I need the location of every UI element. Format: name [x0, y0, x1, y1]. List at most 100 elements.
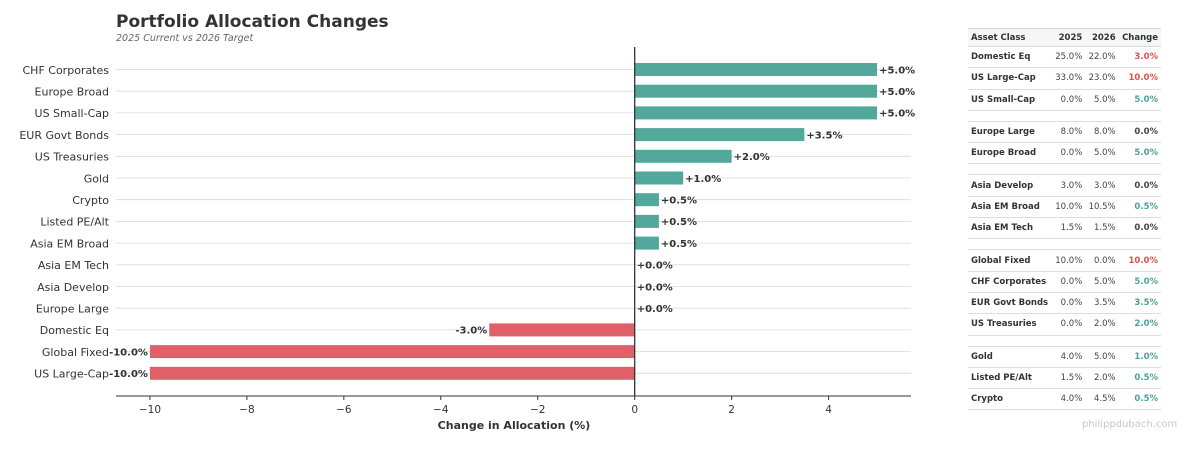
asset-cell: Asia EM Broad [968, 196, 1052, 219]
bar [489, 323, 635, 337]
x-tick-label: −6 [336, 404, 352, 416]
change-cell: 3.0% [1118, 46, 1161, 69]
allocation-table: Asset Class 2025 2026 Change Domestic Eq… [968, 28, 1161, 411]
value-2025-cell: 0.0% [1051, 89, 1086, 111]
watermark: philippdubach.com [1082, 419, 1178, 430]
table-header-row: Asset Class 2025 2026 Change [968, 28, 1161, 47]
change-cell: 10.0% [1118, 67, 1161, 90]
change-cell: 5.0% [1118, 142, 1161, 165]
value-2026-cell: 5.0% [1085, 346, 1119, 368]
value-2025-cell: 0.0% [1051, 271, 1086, 293]
data-label: +3.5% [806, 130, 842, 141]
data-labels: CHF Corporates +5.0% Europe Broad +5.0% US S… [19, 64, 915, 381]
bar [634, 84, 878, 98]
bar [634, 193, 659, 207]
asset-cell: Listed PE/Alt [968, 367, 1052, 390]
axes: −10 −8 −6 −4 −2 0 2 4 [116, 47, 911, 416]
group-separator [968, 163, 1161, 176]
asset-cell: CHF Corporates [968, 271, 1052, 293]
group-separator [968, 238, 1161, 251]
category-label: Gold [84, 172, 109, 185]
value-2026-cell: 1.5% [1085, 217, 1119, 240]
value-2025-cell: 1.5% [1051, 217, 1086, 240]
x-tick-label: −2 [530, 404, 545, 416]
chart-subtitle: 2025 Current vs 2026 Target [116, 33, 254, 44]
data-label: +5.0% [879, 65, 915, 76]
category-label: Asia EM Broad [30, 237, 109, 250]
change-cell: 0.0% [1118, 217, 1161, 240]
table-row: Gold 4.0% 5.0% 1.0% [968, 346, 1161, 368]
category-label: Asia Develop [37, 281, 109, 294]
data-label: +0.5% [661, 217, 697, 228]
asset-cell: Crypto [968, 388, 1052, 411]
bar [149, 345, 635, 359]
table-row: Global Fixed 10.0% 0.0% 10.0% [968, 249, 1161, 272]
table-row: US Large-Cap 33.0% 23.0% 10.0% [968, 67, 1161, 90]
bar [634, 106, 878, 120]
asset-cell: Global Fixed [968, 249, 1052, 272]
category-label: Domestic Eq [40, 324, 109, 337]
bar [634, 236, 659, 250]
asset-cell: Europe Large [968, 121, 1052, 144]
value-2025-cell: 3.0% [1051, 174, 1086, 197]
bars [149, 63, 878, 380]
bar [149, 366, 635, 380]
category-label: US Large-Cap [34, 368, 109, 381]
header-2026: 2026 [1085, 28, 1119, 47]
category-label: CHF Corporates [23, 64, 110, 77]
x-tick-label: 2 [728, 404, 735, 416]
asset-cell: US Small-Cap [968, 89, 1052, 111]
value-2025-cell: 8.0% [1051, 121, 1086, 144]
value-2026-cell: 23.0% [1085, 67, 1119, 90]
change-cell: 1.0% [1118, 346, 1161, 368]
value-2025-cell: 0.0% [1051, 313, 1086, 336]
category-label: EUR Govt Bonds [19, 129, 109, 142]
category-label: Crypto [72, 194, 109, 207]
category-label: US Small-Cap [35, 107, 109, 120]
data-label: +5.0% [879, 87, 915, 98]
data-label: +0.0% [637, 304, 673, 315]
header-asset-class: Asset Class [968, 28, 1052, 47]
category-label: Europe Broad [35, 86, 109, 99]
value-2025-cell: 0.0% [1051, 142, 1086, 165]
asset-cell: US Large-Cap [968, 67, 1052, 90]
bar [634, 63, 878, 76]
data-label: +0.0% [637, 282, 673, 293]
category-label: Global Fixed [42, 346, 109, 359]
bar [634, 214, 659, 228]
value-2026-cell: 2.0% [1085, 367, 1119, 390]
table-row: Europe Broad 0.0% 5.0% 5.0% [968, 142, 1161, 165]
data-label: -10.0% [109, 369, 148, 380]
chart-title: Portfolio Allocation Changes [116, 12, 389, 32]
value-2025-cell: 10.0% [1051, 196, 1086, 219]
table-row: US Treasuries 0.0% 2.0% 2.0% [968, 313, 1161, 336]
table-row: Crypto 4.0% 4.5% 0.5% [968, 388, 1161, 411]
value-2026-cell: 4.5% [1085, 388, 1119, 411]
x-tick-label: −8 [239, 404, 254, 416]
value-2025-cell: 0.0% [1051, 292, 1086, 315]
x-tick-label: −10 [139, 404, 161, 416]
value-2026-cell: 3.5% [1085, 292, 1119, 315]
change-cell: 2.0% [1118, 313, 1161, 336]
category-label: Asia EM Tech [38, 259, 109, 272]
asset-cell: EUR Govt Bonds [968, 292, 1052, 315]
x-tick-label: 0 [631, 404, 638, 416]
header-2025: 2025 [1051, 28, 1086, 47]
value-2025-cell: 4.0% [1051, 346, 1086, 368]
data-label: +5.0% [879, 109, 915, 120]
group-separator [968, 110, 1161, 122]
table-row: Europe Large 8.0% 8.0% 0.0% [968, 121, 1161, 144]
asset-cell: US Treasuries [968, 313, 1052, 336]
table-row: Listed PE/Alt 1.5% 2.0% 0.5% [968, 367, 1161, 390]
asset-cell: Europe Broad [968, 142, 1052, 165]
change-cell: 0.0% [1118, 174, 1161, 197]
value-2026-cell: 2.0% [1085, 313, 1119, 336]
asset-cell: Asia EM Tech [968, 217, 1052, 240]
value-2026-cell: 3.0% [1085, 174, 1119, 197]
category-label: Listed PE/Alt [40, 216, 109, 229]
data-label: -3.0% [455, 326, 487, 337]
change-cell: 5.0% [1118, 271, 1161, 293]
bar [634, 128, 805, 142]
table-row: Asia EM Broad 10.0% 10.5% 0.5% [968, 196, 1161, 219]
category-label: US Treasuries [35, 151, 109, 164]
